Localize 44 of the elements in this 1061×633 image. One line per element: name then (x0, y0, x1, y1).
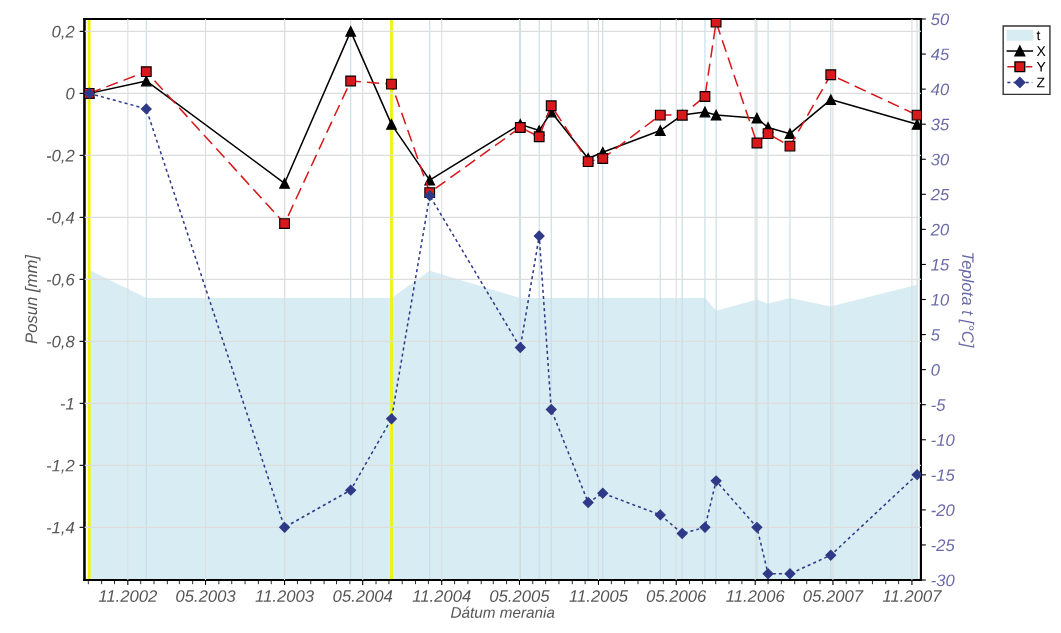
y2-tick-label: -20 (931, 504, 955, 517)
y-tick-label: -1,2 (46, 459, 75, 474)
x-tick-label: 05.2005 (490, 590, 550, 602)
x-tick-label: 11.2007 (882, 590, 942, 602)
y-tick-label: -0,2 (46, 149, 75, 164)
legend-label: X (1036, 46, 1046, 56)
y2-tick-label: 25 (930, 188, 950, 201)
y2-tick-label: 35 (931, 118, 950, 131)
y2-tick-label: -25 (931, 539, 955, 552)
legend-label: Z (1036, 77, 1045, 88)
y2-tick-label: -30 (931, 574, 955, 587)
y2-tick-label: -15 (931, 469, 955, 482)
y-tick-label: -0,4 (46, 211, 75, 226)
y2-tick-label: -10 (931, 434, 955, 446)
x-tick-label: 11.2006 (726, 590, 785, 602)
y2-tick-label: 0 (931, 364, 940, 376)
x-tick-label: 05.2007 (803, 590, 864, 602)
y2-tick-label: 20 (930, 223, 950, 236)
x-tick-label: 11.2002 (98, 590, 158, 602)
y-tick-label: 0 (66, 87, 75, 100)
y-tick-label: -1 (60, 397, 74, 410)
y2-tick-label: 10 (931, 293, 950, 306)
y-tick-label: -0,8 (46, 335, 75, 350)
legend-label: t (1036, 31, 1041, 41)
y2-tick-label: 45 (930, 48, 950, 61)
y-tick-label: -0,6 (46, 273, 75, 288)
x-tick-label: 05.2004 (333, 590, 393, 602)
x-tick-label: 05.2003 (176, 590, 236, 602)
y-axis-title: Posun [mm] (24, 254, 41, 344)
y2-tick-label: 50 (931, 13, 950, 26)
x-tick-label: 11.2005 (569, 590, 629, 602)
legend-label: Y (1036, 62, 1046, 72)
y2-tick-label: -5 (931, 399, 946, 411)
x-tick-label: 05.2006 (646, 590, 707, 602)
y-tick-label: 0,2 (52, 25, 75, 40)
y2-tick-label: 5 (931, 329, 940, 341)
y-tick-label: -1,4 (46, 521, 75, 536)
x-tick-label: 11.2003 (255, 590, 314, 602)
y2-axis-title: Teplota t [°C] (958, 253, 975, 348)
y2-tick-label: 30 (931, 153, 950, 166)
y2-tick-label: 15 (931, 259, 950, 271)
x-tick-label: 11.2004 (412, 590, 471, 602)
y2-tick-label: 40 (930, 83, 950, 96)
x-axis-title: Dátum merania (450, 606, 555, 618)
